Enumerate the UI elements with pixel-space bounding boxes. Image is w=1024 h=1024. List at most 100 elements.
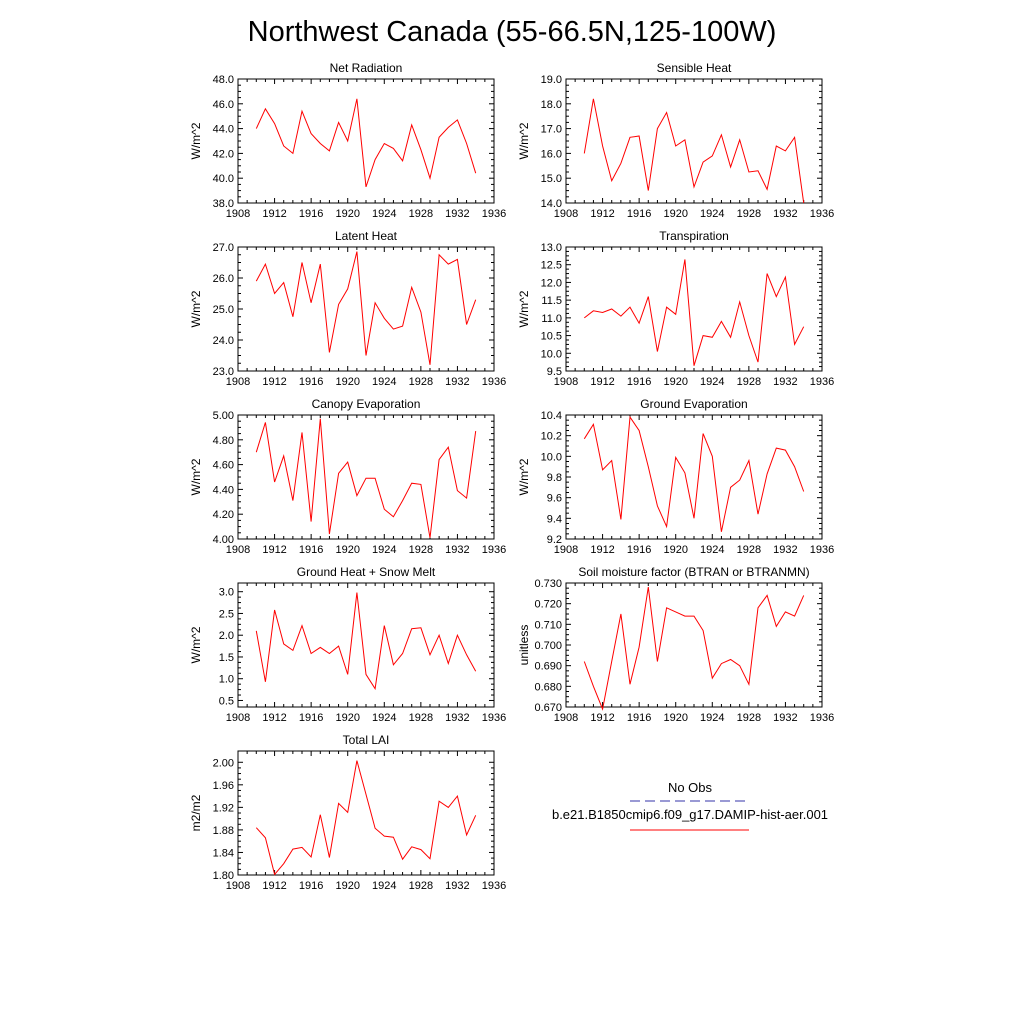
x-tick-label: 1920 xyxy=(663,544,687,556)
x-tick-label: 1916 xyxy=(299,376,323,388)
panel-title: Sensible Heat xyxy=(657,61,732,75)
x-tick-label: 1916 xyxy=(299,208,323,220)
x-tick-label: 1932 xyxy=(445,880,469,892)
x-tick-label: 1924 xyxy=(700,712,724,724)
x-tick-label: 1908 xyxy=(554,208,578,220)
x-tick-label: 1924 xyxy=(372,208,396,220)
x-tick-label: 1936 xyxy=(810,376,834,388)
x-tick-label: 1912 xyxy=(262,376,286,388)
panel-title: Net Radiation xyxy=(330,61,403,75)
y-tick-label: 25.0 xyxy=(213,304,234,316)
x-tick-label: 1928 xyxy=(737,712,761,724)
x-tick-label: 1920 xyxy=(335,208,359,220)
x-tick-label: 1928 xyxy=(409,376,433,388)
x-tick-label: 1932 xyxy=(773,544,797,556)
y-tick-label: 1.0 xyxy=(219,674,234,686)
panel-9: Total LAI m2/m2 1908 1912 1916 1920 1924 1928 19… xyxy=(189,733,506,892)
y-tick-label: 0.730 xyxy=(534,578,562,590)
y-tick-label: 4.60 xyxy=(213,460,234,472)
x-tick-label: 1924 xyxy=(372,544,396,556)
y-tick-label: 38.0 xyxy=(213,198,234,210)
y-tick-label: 10.2 xyxy=(541,431,562,443)
y-tick-label: 1.96 xyxy=(213,780,234,792)
x-tick-label: 1908 xyxy=(226,208,250,220)
x-tick-label: 1924 xyxy=(700,208,724,220)
x-tick-label: 1924 xyxy=(372,712,396,724)
y-tick-label: 46.0 xyxy=(213,99,234,111)
y-tick-label: 15.0 xyxy=(541,173,562,185)
x-tick-label: 1912 xyxy=(262,544,286,556)
y-axis-label: m2/m2 xyxy=(189,794,203,831)
x-tick-label: 1932 xyxy=(773,376,797,388)
y-tick-label: 11.5 xyxy=(541,295,562,307)
panel-6: Ground Evaporation W/m^2 1908 1912 1916 1920 1… xyxy=(517,397,834,556)
y-tick-label: 12.0 xyxy=(541,277,562,289)
x-tick-label: 1928 xyxy=(409,544,433,556)
x-tick-label: 1932 xyxy=(445,208,469,220)
panel-title: Latent Heat xyxy=(335,229,398,243)
y-tick-label: 9.2 xyxy=(547,534,562,546)
x-tick-label: 1916 xyxy=(627,712,651,724)
panel-4: Transpiration W/m^2 1908 1912 1916 1920 1924 19… xyxy=(517,229,834,388)
y-axis-label: W/m^2 xyxy=(189,290,203,327)
series-line xyxy=(255,592,477,691)
x-tick-label: 1912 xyxy=(590,544,614,556)
y-tick-label: 0.720 xyxy=(534,599,562,611)
y-tick-label: 2.00 xyxy=(213,757,234,769)
panel-8: Soil moisture factor (BTRAN or BTRANMN) u… xyxy=(517,565,834,724)
y-tick-label: 10.0 xyxy=(541,451,562,463)
y-tick-label: 11.0 xyxy=(541,313,562,325)
y-tick-label: 10.0 xyxy=(541,348,562,360)
panel-title: Canopy Evaporation xyxy=(312,397,421,411)
y-tick-label: 14.0 xyxy=(541,198,562,210)
panel-title: Ground Evaporation xyxy=(640,397,747,411)
panel-5: Canopy Evaporation W/m^2 1908 1912 1916 1920 1… xyxy=(189,397,506,556)
x-tick-label: 1908 xyxy=(554,376,578,388)
y-tick-label: 3.0 xyxy=(219,587,234,599)
x-tick-label: 1912 xyxy=(262,880,286,892)
x-tick-label: 1916 xyxy=(627,544,651,556)
y-tick-label: 44.0 xyxy=(213,124,234,136)
y-tick-label: 19.0 xyxy=(541,74,562,86)
y-tick-label: 9.6 xyxy=(547,493,562,505)
y-tick-label: 4.00 xyxy=(213,534,234,546)
y-tick-label: 23.0 xyxy=(213,366,234,378)
series-line xyxy=(255,418,477,538)
y-tick-label: 18.0 xyxy=(541,99,562,111)
x-tick-label: 1936 xyxy=(482,208,506,220)
series-line xyxy=(583,259,805,366)
x-tick-label: 1932 xyxy=(445,376,469,388)
x-tick-label: 1908 xyxy=(226,544,250,556)
y-tick-label: 9.5 xyxy=(547,366,562,378)
y-tick-label: 17.0 xyxy=(541,124,562,136)
y-tick-label: 1.80 xyxy=(213,870,234,882)
y-tick-label: 2.0 xyxy=(219,630,234,642)
x-tick-label: 1912 xyxy=(590,208,614,220)
panel-1: Net Radiation W/m^2 1908 1912 1916 1920 1924 19… xyxy=(189,61,506,220)
y-tick-label: 0.690 xyxy=(534,661,562,673)
y-tick-label: 16.0 xyxy=(541,148,562,160)
x-tick-label: 1924 xyxy=(700,376,724,388)
y-tick-label: 1.84 xyxy=(213,847,234,859)
y-tick-label: 48.0 xyxy=(213,74,234,86)
x-tick-label: 1936 xyxy=(482,544,506,556)
y-tick-label: 4.20 xyxy=(213,509,234,521)
y-axis-label: W/m^2 xyxy=(189,122,203,159)
x-tick-label: 1912 xyxy=(262,208,286,220)
x-tick-label: 1916 xyxy=(299,880,323,892)
x-tick-label: 1920 xyxy=(335,880,359,892)
panel-title: Transpiration xyxy=(659,229,729,243)
x-tick-label: 1928 xyxy=(737,208,761,220)
x-tick-label: 1932 xyxy=(445,712,469,724)
x-tick-label: 1916 xyxy=(627,208,651,220)
y-axis-label: W/m^2 xyxy=(517,458,531,495)
series-line xyxy=(583,415,805,532)
y-tick-label: 0.680 xyxy=(534,681,562,693)
y-tick-label: 10.4 xyxy=(541,410,562,422)
y-axis-label: W/m^2 xyxy=(189,626,203,663)
y-tick-label: 13.0 xyxy=(541,242,562,254)
y-tick-label: 26.0 xyxy=(213,273,234,285)
x-tick-label: 1916 xyxy=(299,712,323,724)
y-tick-label: 10.5 xyxy=(541,331,562,343)
